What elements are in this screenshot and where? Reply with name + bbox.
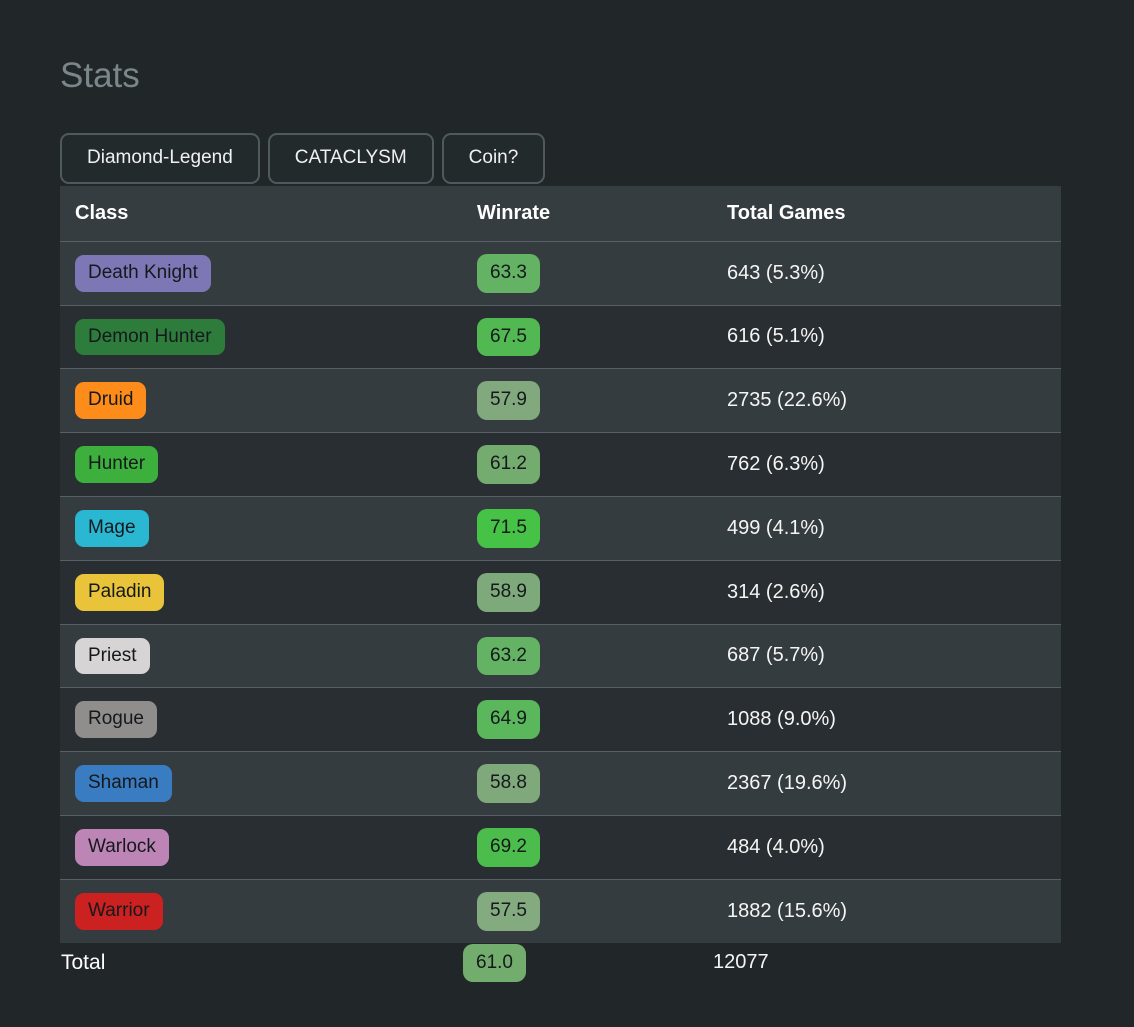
class-badge: Demon Hunter [75, 318, 225, 356]
filter-button-rank[interactable]: Diamond-Legend [60, 133, 260, 184]
stats-table: Class Winrate Total Games Death Knight 6… [60, 185, 1061, 984]
table-header: Class Winrate Total Games [60, 185, 1061, 242]
class-badge: Rogue [75, 701, 157, 739]
total-row: Total 61.0 12077 [60, 943, 1061, 984]
winrate-badge: 58.9 [477, 572, 540, 612]
total-games-cell: 2367 (19.6%) [727, 772, 848, 795]
table-row: Priest 63.2 687 (5.7%) [60, 623, 1061, 688]
winrate-badge: 57.5 [477, 891, 540, 931]
class-badge: Priest [75, 637, 150, 675]
winrate-badge: 63.3 [477, 253, 540, 293]
total-games-cell: 762 (6.3%) [727, 453, 825, 476]
total-games-cell: 1882 (15.6%) [727, 899, 848, 922]
table-row: Demon Hunter 67.5 616 (5.1%) [60, 304, 1061, 369]
winrate-badge: 61.2 [477, 445, 540, 484]
winrate-badge: 63.2 [477, 636, 540, 676]
table-row: Warrior 57.5 1882 (15.6%) [60, 878, 1061, 943]
table-row: Hunter 61.2 762 (6.3%) [60, 432, 1061, 497]
total-games-value: 12077 [713, 951, 769, 974]
header-total-games: Total Games [712, 185, 1061, 242]
class-badge: Druid [75, 382, 147, 420]
header-row: Class Winrate Total Games [60, 185, 1061, 242]
header-winrate: Winrate [462, 185, 712, 242]
winrate-badge: 71.5 [477, 508, 540, 548]
class-badge: Warlock [75, 828, 169, 866]
class-badge: Hunter [75, 446, 159, 483]
table-row: Shaman 58.8 2367 (19.6%) [60, 751, 1061, 816]
table-row: Druid 57.9 2735 (22.6%) [60, 368, 1061, 433]
winrate-badge: 69.2 [477, 827, 540, 867]
class-badge: Shaman [75, 765, 172, 802]
winrate-badge: 58.8 [477, 764, 540, 803]
filter-bar: Diamond-Legend CATACLYSM Coin? [60, 133, 1061, 184]
class-badge: Mage [75, 509, 149, 547]
total-games-cell: 643 (5.3%) [727, 261, 825, 284]
filter-button-expansion[interactable]: CATACLYSM [267, 133, 434, 184]
table-footer: Total 61.0 12077 [60, 943, 1061, 984]
class-badge: Paladin [75, 573, 165, 611]
header-class: Class [60, 185, 462, 242]
table-body: Death Knight 63.3 643 (5.3%) Demon Hunte… [60, 240, 1061, 943]
total-winrate-badge: 61.0 [463, 943, 526, 983]
total-games-cell: 314 (2.6%) [727, 580, 825, 603]
table-row: Death Knight 63.3 643 (5.3%) [60, 240, 1061, 306]
page-title: Stats [60, 56, 140, 95]
class-badge: Warrior [75, 892, 163, 930]
table-row: Paladin 58.9 314 (2.6%) [60, 559, 1061, 625]
winrate-badge: 67.5 [477, 317, 540, 357]
total-games-cell: 687 (5.7%) [727, 644, 825, 667]
table-row: Mage 71.5 499 (4.1%) [60, 495, 1061, 561]
total-games-cell: 499 (4.1%) [727, 516, 825, 539]
total-games-cell: 1088 (9.0%) [727, 708, 836, 731]
table-row: Warlock 69.2 484 (4.0%) [60, 814, 1061, 880]
total-games-cell: 616 (5.1%) [727, 325, 825, 348]
total-label: Total [61, 950, 106, 974]
class-badge: Death Knight [75, 254, 211, 292]
filter-button-coin[interactable]: Coin? [441, 133, 546, 184]
total-games-cell: 484 (4.0%) [727, 835, 825, 858]
table-row: Rogue 64.9 1088 (9.0%) [60, 687, 1061, 752]
total-games-cell: 2735 (22.6%) [727, 389, 848, 412]
winrate-badge: 57.9 [477, 381, 540, 421]
winrate-badge: 64.9 [477, 700, 540, 740]
stats-container: Stats Diamond-Legend CATACLYSM Coin? Cla… [0, 58, 1134, 983]
